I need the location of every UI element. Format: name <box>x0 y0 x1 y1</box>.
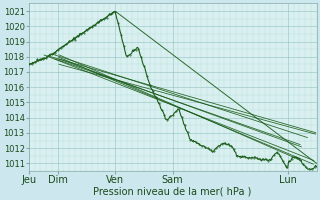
X-axis label: Pression niveau de la mer( hPa ): Pression niveau de la mer( hPa ) <box>93 187 252 197</box>
